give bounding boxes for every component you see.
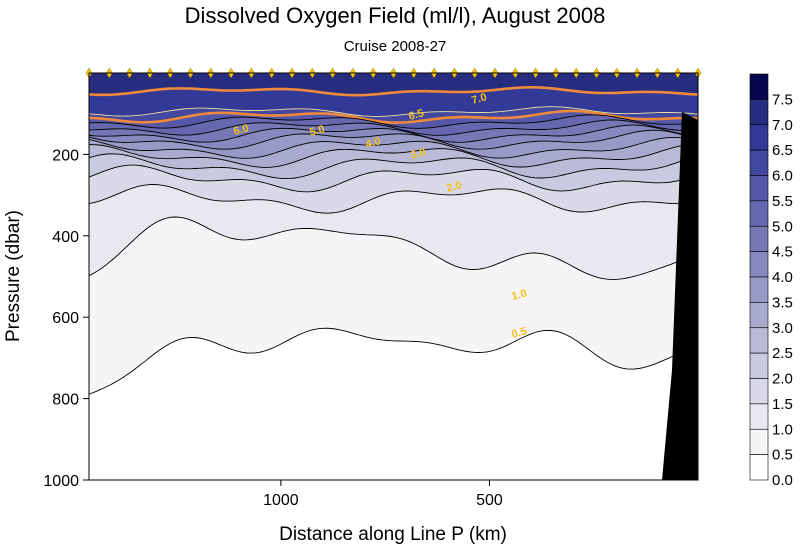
colorbar-tick-label: 0.0 [772, 472, 793, 489]
contour-line-2 [89, 164, 698, 193]
contour-label-1.0: 1.0 [510, 287, 528, 303]
contour-label-3.0: 3.0 [409, 146, 427, 162]
contour-label-7.0: 7.0 [470, 91, 488, 107]
colorbar-swatch [749, 251, 769, 278]
contour-label-6.0: 6.0 [232, 122, 250, 138]
contour-label-2.0: 2.0 [445, 179, 463, 195]
x-axis: 1000 500 [263, 480, 503, 509]
colorbar-swatch [749, 378, 769, 405]
colorbar-swatch [749, 276, 769, 303]
y-tick-label: 200 [52, 147, 79, 164]
chart-subtitle: Cruise 2008-27 [343, 38, 447, 55]
contour-line-1.5 [89, 184, 698, 214]
colorbar-tick-label: 1.0 [772, 421, 793, 438]
colorbar-tick-label: 1.5 [772, 396, 793, 413]
colorbar-swatch [749, 302, 769, 329]
colorbar-swatch [749, 124, 769, 151]
contour-line-6 [89, 109, 698, 124]
contour-label-6.5: 6.5 [407, 107, 425, 123]
contour-line-6.5 [89, 106, 698, 117]
y-tick-label: 800 [52, 392, 79, 409]
contour-line-3 [89, 144, 698, 168]
y-tick-label: 400 [52, 229, 79, 246]
colorbar-swatch [749, 149, 769, 176]
colorbar-swatch [749, 352, 769, 379]
colorbar-tick-label: 2.0 [772, 371, 793, 388]
contour-line-2.5 [89, 153, 698, 180]
contour-line-7 [89, 86, 698, 97]
colorbar-tick-label: 3.5 [772, 294, 793, 311]
colorbar-swatch [749, 327, 769, 354]
contour-label-0.5: 0.5 [510, 325, 528, 341]
colorbar-swatch [749, 73, 769, 100]
contour-line-4 [89, 129, 698, 150]
band-0.5 [89, 328, 698, 480]
colorbar-swatch [749, 99, 769, 126]
contour-fill [89, 73, 698, 480]
contour-line-3.5 [89, 136, 698, 159]
colorbar-tick-label: 4.5 [772, 244, 793, 261]
contour-lines [89, 86, 698, 395]
colorbar-tick-label: 2.5 [772, 345, 793, 362]
contour-line-5 [89, 119, 698, 136]
colorbar-swatch [749, 454, 769, 481]
station-markers [85, 67, 702, 79]
colorbar-tick-label: 5.5 [772, 193, 793, 210]
x-axis-label: Distance along Line P (km) [279, 524, 507, 545]
x-tick-label: 1000 [263, 492, 299, 509]
colorbar-swatch [749, 403, 769, 430]
y-tick-label: 1000 [43, 473, 79, 490]
colorbar-tick-label: 3.0 [772, 320, 793, 337]
colorbar-tick-label: 6.5 [772, 142, 793, 159]
colorbar-tick-label: 4.0 [772, 269, 793, 286]
contour-line-4.5 [89, 124, 698, 143]
x-tick-label: 500 [476, 492, 503, 509]
y-axis-label: Pressure (dbar) [3, 210, 24, 342]
colorbar-swatch [749, 225, 769, 252]
colorbar: 7.5 7.0 6.5 6.0 5.5 5.0 4.5 4.0 3.5 3.0 2.5 2.0 1.5 1… [749, 73, 793, 489]
colorbar-tick-label: 6.0 [772, 168, 793, 185]
chart-title: Dissolved Oxygen Field (ml/l), August 20… [184, 3, 606, 28]
colorbar-tick-label: 7.5 [772, 91, 793, 108]
contour-label-5.0: 5.0 [308, 123, 326, 139]
colorbar-swatch [749, 200, 769, 227]
plot-frame [88, 72, 699, 481]
y-axis: 200 400 600 800 1000 [43, 147, 89, 490]
bathymetry-shelf [662, 112, 698, 480]
colorbar-swatch [749, 428, 769, 455]
colorbar-swatch [749, 175, 769, 202]
contour-label-4.0: 4.0 [364, 135, 382, 151]
y-tick-label: 600 [52, 310, 79, 327]
colorbar-tick-label: 5.0 [772, 218, 793, 235]
contour-labels: 7.0 6.5 6.0 5.0 4.0 3.0 2.0 1.0 0.5 [232, 91, 528, 341]
contour-line-1 [89, 216, 698, 280]
contour-line-0.5 [89, 327, 698, 395]
contour-line-5.5 [89, 114, 698, 129]
colorbar-tick-label: 0.5 [772, 447, 793, 464]
colorbar-tick-label: 7.0 [772, 117, 793, 134]
shelf-shape [662, 112, 698, 480]
